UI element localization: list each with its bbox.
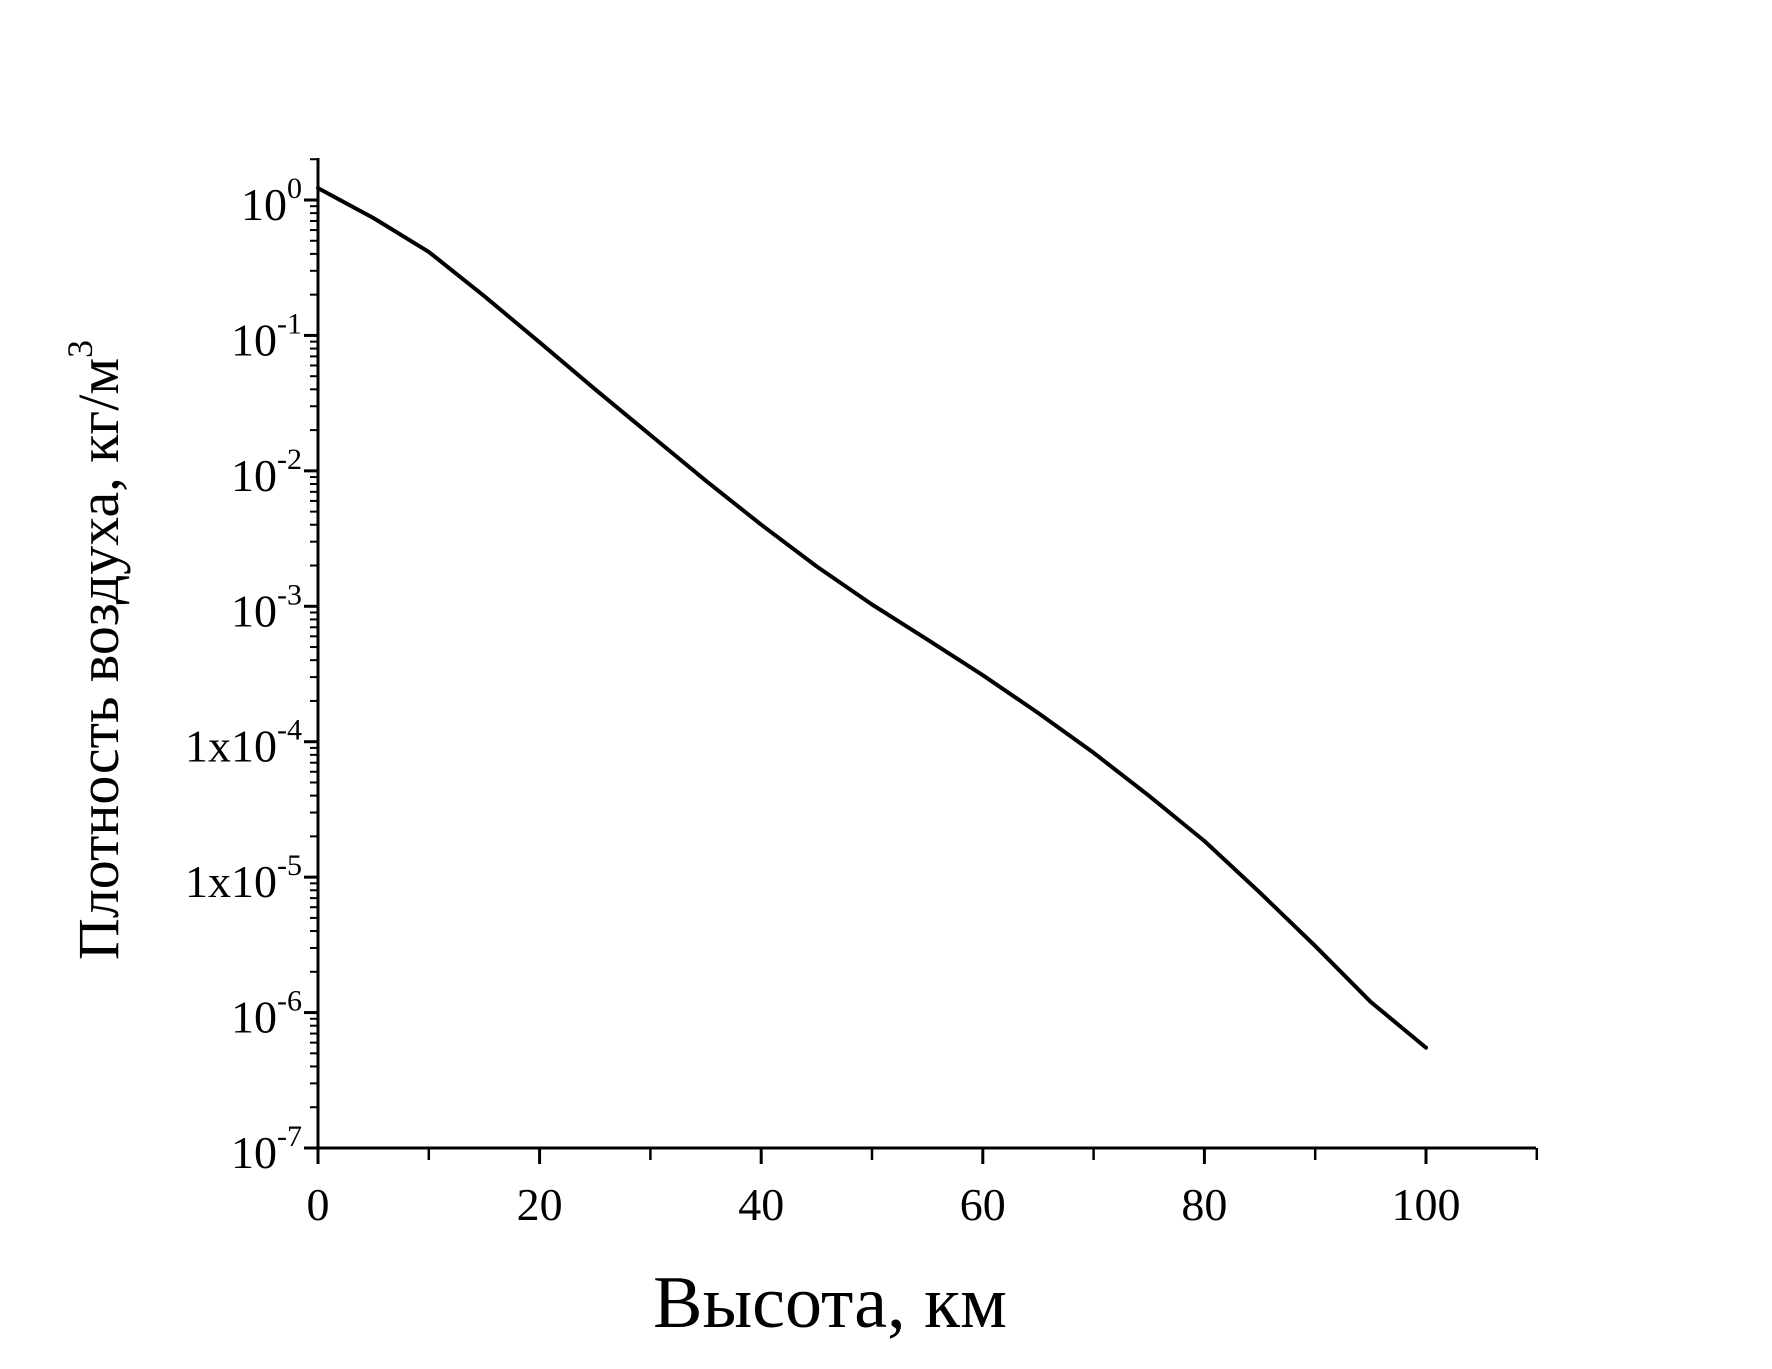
svg-text:Плотность воздуха, кг/м3: Плотность воздуха, кг/м3: [60, 340, 131, 960]
x-tick-label: 60: [960, 1179, 1006, 1230]
y-tick-label: 100: [241, 172, 302, 230]
y-tick-label: 10-3: [231, 578, 302, 636]
y-tick-label: 10-2: [231, 443, 302, 501]
tick-labels: 0 20 40 60 80 100 100 10-1 10-2 10-3 1x10-4 1x10-5 1…: [185, 172, 1461, 1230]
x-tick-label: 0: [307, 1179, 330, 1230]
y-tick-label: 10-1: [231, 307, 302, 365]
y-tick-label: 1x10-4: [185, 714, 302, 772]
y-axis-title-superscript: 3: [60, 340, 100, 358]
x-tick-label: 40: [738, 1179, 784, 1230]
x-axis-title: Высота, км: [653, 1262, 1007, 1344]
y-tick-label: 10-7: [231, 1120, 302, 1178]
x-tick-label: 20: [517, 1179, 563, 1230]
y-tick-label: 1x10-5: [185, 849, 302, 907]
x-tick-label: 100: [1392, 1179, 1461, 1230]
ticks-layer: [304, 158, 1539, 1164]
density-curve: [316, 186, 1428, 1050]
x-tick-label: 80: [1181, 1179, 1227, 1230]
y-tick-label: 10-6: [231, 985, 302, 1043]
y-axis-title: Плотность воздуха, кг/м: [66, 358, 131, 960]
y-axis-title-group: Плотность воздуха, кг/м3: [60, 340, 131, 960]
